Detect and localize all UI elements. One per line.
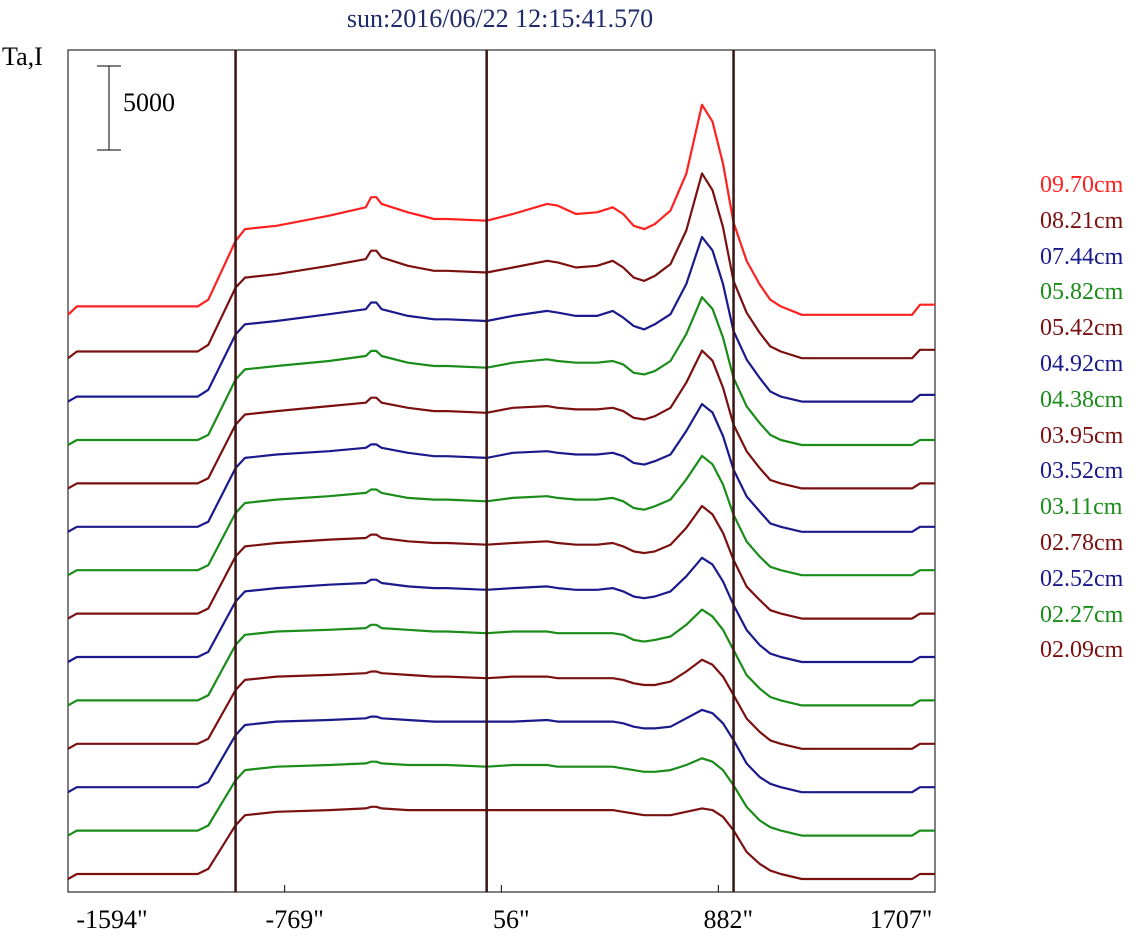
legend-entry: 04.38cm [1040, 386, 1124, 413]
series-line [67, 608, 935, 707]
series-line [67, 172, 935, 360]
legend-entry: 03.52cm [1040, 458, 1124, 485]
series-line [67, 805, 935, 881]
legend-entry: 02.52cm [1040, 565, 1124, 592]
legend-entry: 03.11cm [1040, 494, 1123, 521]
series-line [67, 349, 935, 490]
legend-entry: 04.92cm [1040, 350, 1124, 377]
chart-title: sun:2016/06/22 12:15:41.570 [346, 4, 654, 33]
legend-entry: 08.21cm [1040, 207, 1124, 234]
legend-entry: 02.78cm [1040, 529, 1124, 556]
legend-entry: 09.70cm [1040, 172, 1124, 198]
series-line [67, 103, 935, 316]
legend-entry: 02.27cm [1040, 601, 1124, 628]
series-line [67, 235, 935, 403]
legend: 09.70cm 08.21cm 07.44cm 05.82cm 05.42cm 04.92… [1040, 168, 1123, 669]
x-tick-label: 1707" [869, 905, 933, 934]
x-tick-label: -769" [265, 905, 324, 934]
scale-bar-label: 5000 [123, 88, 175, 117]
legend-entry: 07.44cm [1040, 243, 1124, 270]
x-tick-label: 56" [493, 905, 530, 934]
legend-entry: 02.09cm [1040, 637, 1124, 664]
y-axis-label: Ta,I [2, 42, 43, 71]
series-line [67, 504, 935, 620]
series-line [67, 757, 935, 837]
series-line [67, 708, 935, 794]
legend-entry: 05.82cm [1040, 279, 1124, 306]
series-line [67, 658, 935, 750]
x-tick-label: -1594" [76, 905, 148, 934]
series-line [67, 296, 935, 447]
x-tick-label: 882" [703, 905, 754, 934]
series-line [67, 403, 935, 533]
series-line [67, 454, 935, 577]
legend-entry: 03.95cm [1040, 422, 1124, 449]
series-line [67, 556, 935, 664]
legend-entry: 05.42cm [1040, 315, 1124, 342]
